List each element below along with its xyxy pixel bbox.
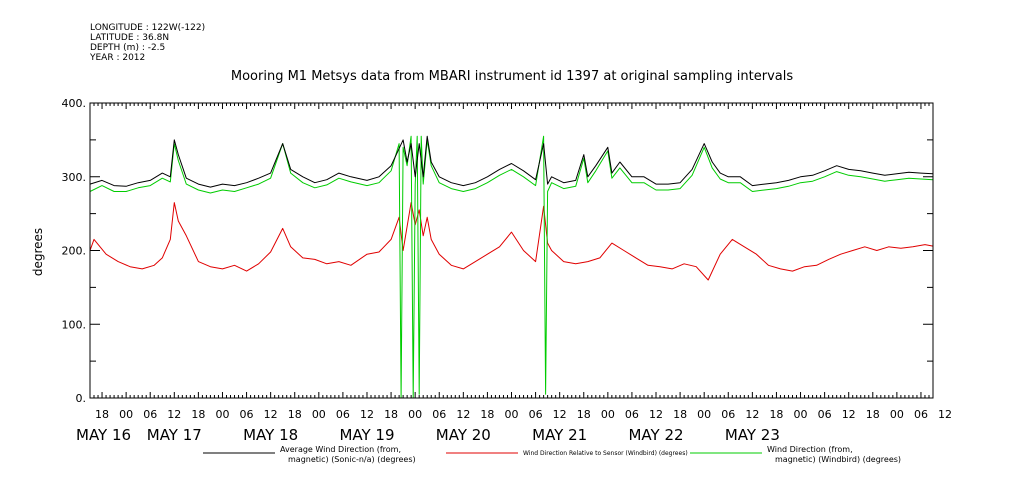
x-tick-label: 18 [191,408,205,421]
x-tick-label: 00 [312,408,326,421]
x-tick-label: 00 [505,408,519,421]
x-tick-label: 12 [745,408,759,421]
x-tick-label: 06 [818,408,832,421]
legend: Average Wind Direction (from,magnetic) (… [203,445,901,464]
x-tick-label: 06 [625,408,639,421]
day-label: MAY 18 [243,426,298,444]
x-tick-label: 06 [721,408,735,421]
x-tick-label: 12 [456,408,470,421]
x-tick-label: 18 [866,408,880,421]
legend-label-0-line2: magnetic) (Sonic-n/a) (degrees) [288,455,416,464]
x-tick-label: 12 [360,408,374,421]
day-label: MAY 21 [532,426,587,444]
x-tick-label: 06 [432,408,446,421]
year-text: YEAR : 2012 [89,53,145,63]
x-tick-label: 18 [480,408,494,421]
chart-title: Mooring M1 Metsys data from MBARI instru… [231,69,793,84]
plot-frame [89,102,934,399]
x-tick-label: 18 [673,408,687,421]
y-axis-label: degrees [31,228,45,276]
depth-text: DEPTH (m) : -2.5 [90,43,165,53]
y-tick-label: 400. [62,97,87,110]
x-tick-label: 00 [215,408,229,421]
x-tick-label: 06 [336,408,350,421]
x-tick-label: 18 [95,408,109,421]
x-tick-label: 12 [649,408,663,421]
latitude-text: LATITUDE : 36.8N [90,33,169,43]
legend-label-2-line2: magnetic) (Windbird) (degrees) [775,455,901,464]
x-tick-label: 00 [601,408,615,421]
x-tick-label: 18 [577,408,591,421]
y-tick-label: 200. [62,245,87,258]
x-tick-label: 18 [288,408,302,421]
y-tick-label: 100. [62,318,87,331]
day-label: MAY 16 [76,426,131,444]
legend-label-0: Average Wind Direction (from, [280,445,401,454]
legend-label-1: Wind Direction Relative to Sensor (Windb… [523,450,688,457]
x-tick-label: 00 [794,408,808,421]
day-label: MAY 22 [628,426,683,444]
x-tick-label: 12 [167,408,181,421]
x-tick-label: 12 [938,408,952,421]
x-tick-label: 06 [529,408,543,421]
y-axis-ticks: 0. 100. 200. 300. 400. [62,97,933,405]
legend-label-2: Wind Direction (from, [767,445,853,454]
y-tick-label: 0. [76,392,87,405]
x-tick-label: 00 [697,408,711,421]
series-line-2 [89,135,934,399]
longitude-text: LONGITUDE : 122W(-122) [90,23,205,33]
x-tick-label: 06 [143,408,157,421]
day-label: MAY 23 [725,426,780,444]
day-label: MAY 20 [436,426,491,444]
header-metadata: LONGITUDE : 122W(-122) LATITUDE : 36.8N … [89,23,205,63]
series-line-0 [89,135,934,188]
day-label: MAY 19 [339,426,394,444]
day-label: MAY 17 [147,426,202,444]
x-tick-label: 00 [119,408,133,421]
x-tick-label: 12 [553,408,567,421]
x-tick-label: 18 [769,408,783,421]
x-axis-ticks: 18 00 06 12 18 00 06 12 18 00 06 12 18 00 06 12 18 00 06 12… [76,103,952,444]
x-tick-label: 12 [264,408,278,421]
x-tick-label: 00 [408,408,422,421]
x-tick-label: 12 [842,408,856,421]
x-tick-label: 00 [890,408,904,421]
series-layer [89,135,934,399]
x-tick-label: 06 [914,408,928,421]
x-tick-label: 06 [240,408,254,421]
y-tick-label: 300. [62,171,87,184]
x-tick-label: 18 [384,408,398,421]
series-line-1 [89,202,934,281]
